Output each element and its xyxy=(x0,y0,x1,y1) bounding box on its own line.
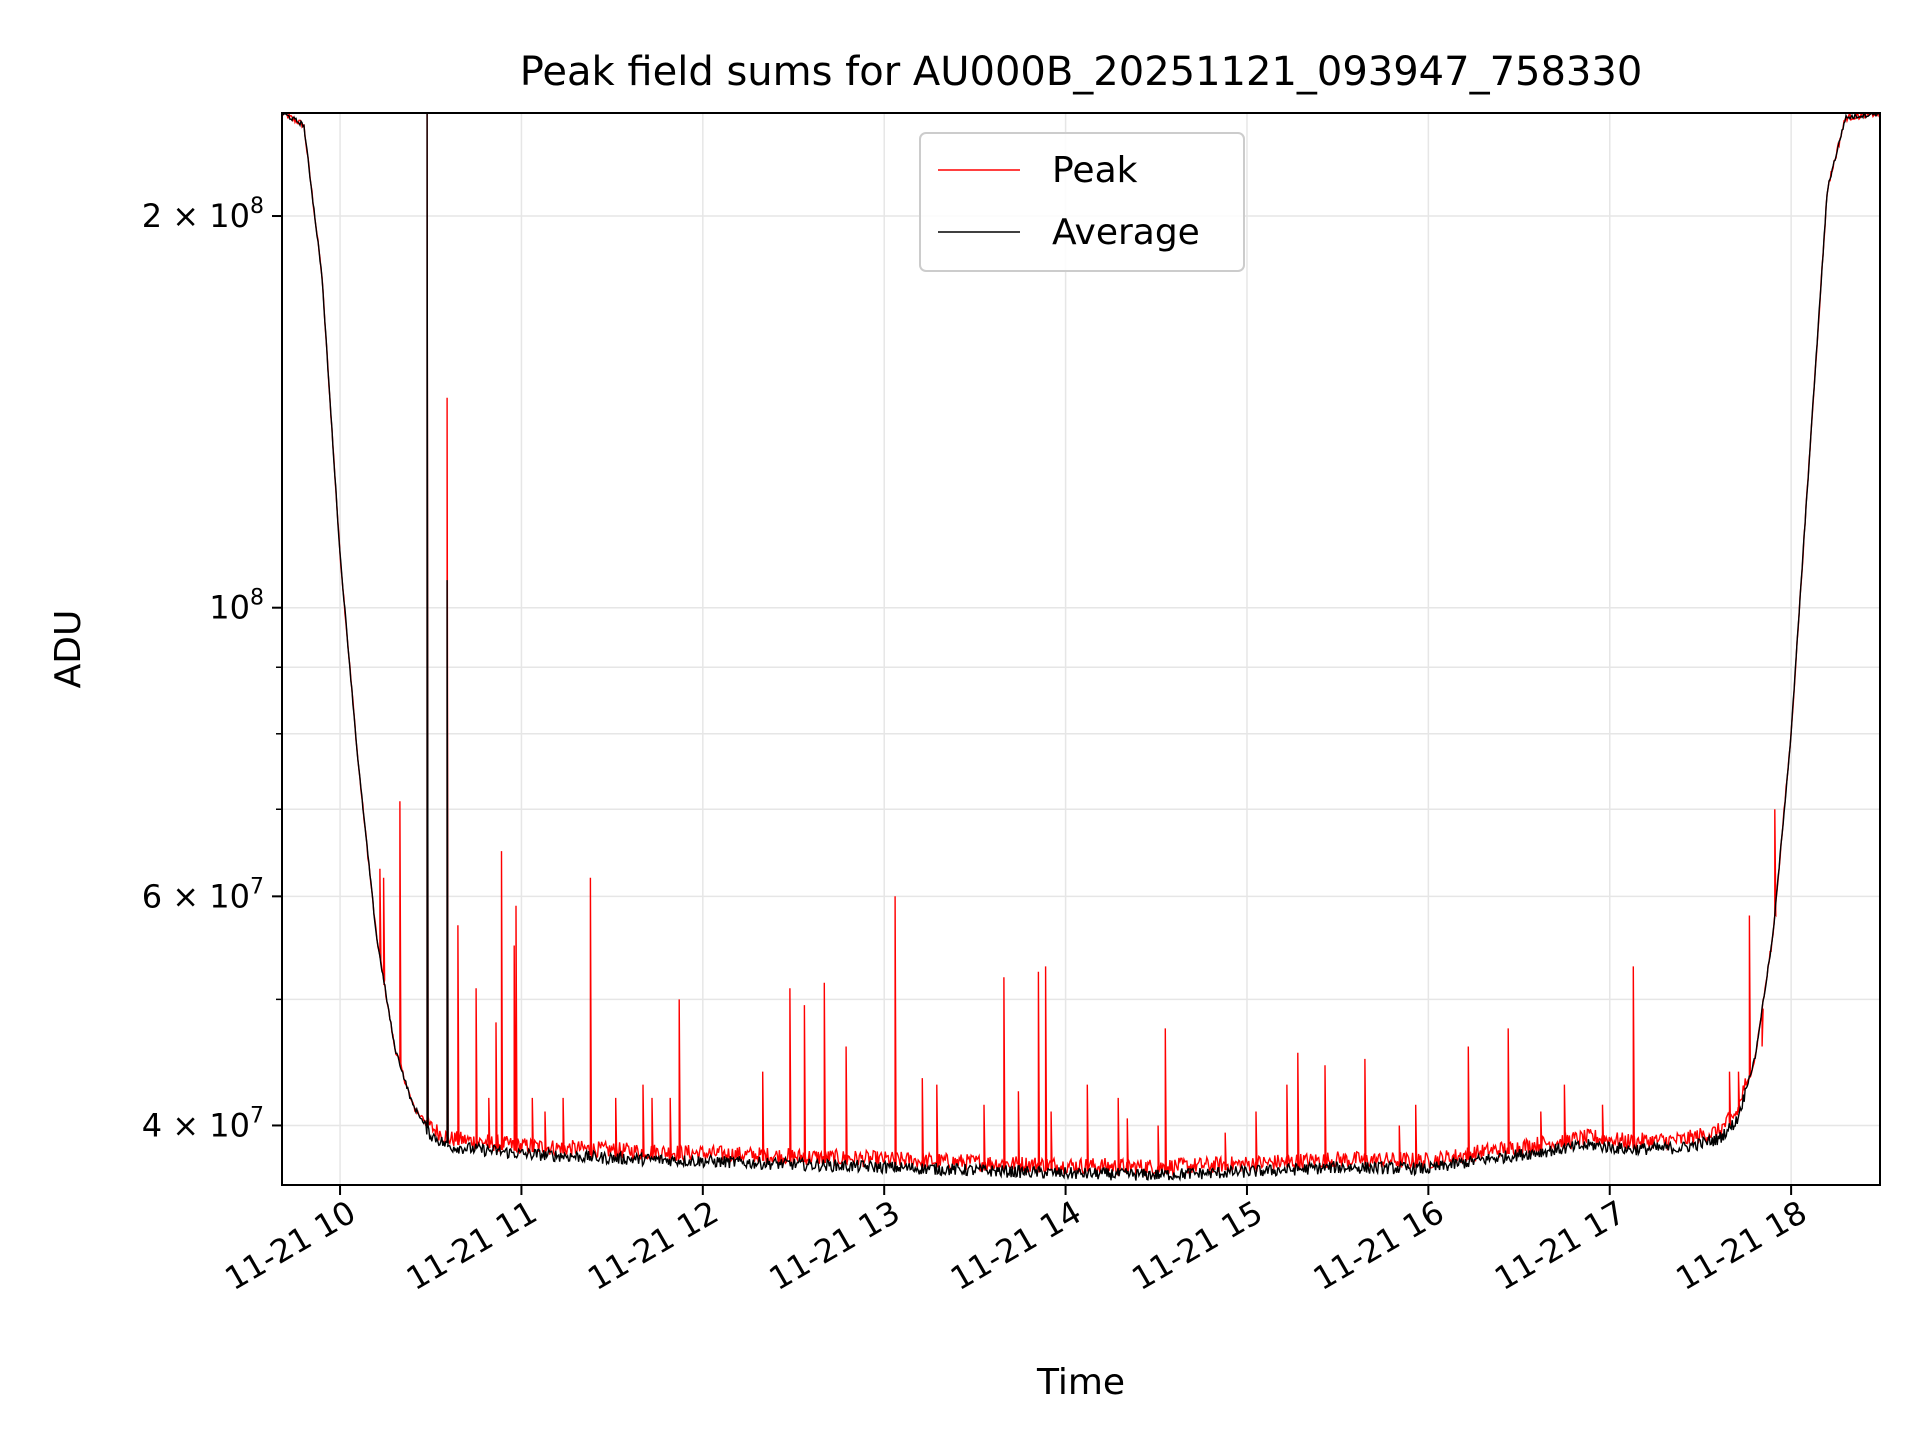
y-tick-label: 2 × 108 xyxy=(142,194,264,235)
legend-box xyxy=(919,132,1245,272)
legend-peak-label: Peak xyxy=(1052,150,1138,191)
y-tick-label: 6 × 107 xyxy=(142,874,264,915)
plot-area xyxy=(282,113,1880,1185)
y-tick-label: 4 × 107 xyxy=(142,1103,264,1144)
plot-frame xyxy=(281,112,1881,1186)
y-tick-label: 108 xyxy=(209,586,264,627)
y-axis: 4 × 107 6 × 107 108 2 × 108 xyxy=(142,194,282,1144)
y-axis-label: ADU xyxy=(48,610,89,689)
legend: Peak Average xyxy=(919,132,1245,272)
average-series-line xyxy=(282,113,1880,1182)
legend-average-label: Average xyxy=(1052,212,1200,253)
grid xyxy=(282,113,1880,1185)
x-axis-label: Time xyxy=(1036,1362,1125,1403)
chart-title: Peak field sums for AU000B_20251121_0939… xyxy=(520,49,1643,95)
